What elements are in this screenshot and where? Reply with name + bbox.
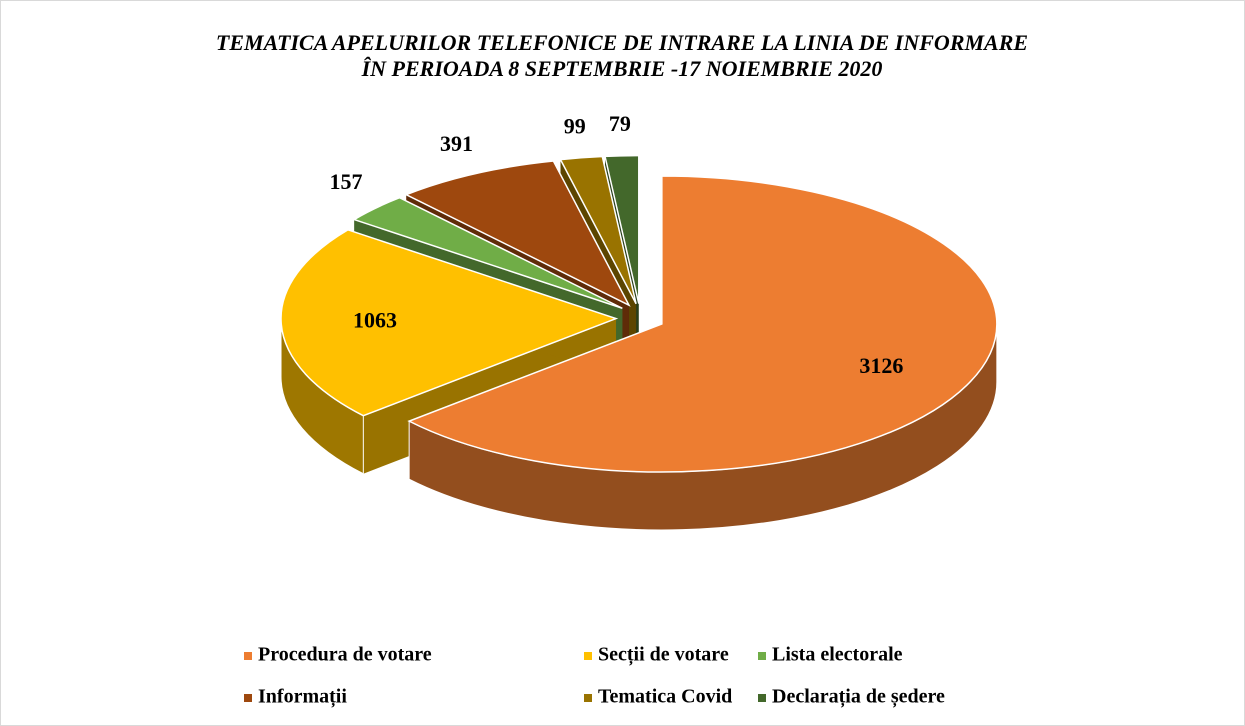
legend-swatch	[584, 652, 592, 660]
legend-swatch	[244, 652, 252, 660]
slice-top	[407, 175, 998, 473]
slice-top	[280, 229, 619, 417]
slice-top	[604, 154, 640, 304]
pie-slice	[407, 175, 998, 531]
legend-label: Lista electorale	[772, 644, 903, 666]
legend-label: Secții de votare	[598, 644, 729, 667]
slice-top	[404, 160, 631, 307]
legend-swatch	[244, 694, 252, 702]
legend-swatch	[758, 652, 766, 660]
data-label: 3126	[859, 353, 903, 378]
legend-label: Informații	[258, 686, 347, 709]
slice-top	[352, 196, 623, 309]
legend-swatch	[758, 694, 766, 702]
data-label: 99	[564, 113, 586, 138]
legend-label: Declarația de ședere	[772, 686, 945, 709]
legend-label: Tematica Covid	[598, 686, 732, 708]
legend-swatch	[584, 694, 592, 702]
data-label: 391	[440, 131, 473, 156]
chart-title: TEMATICA APELURILOR TELEFONICE DE INTRAR…	[215, 30, 1029, 81]
data-label: 79	[609, 111, 631, 136]
data-label: 1063	[353, 307, 397, 332]
legend-label: Procedura de votare	[258, 644, 432, 666]
data-label: 157	[330, 169, 363, 194]
slice-top	[559, 155, 637, 305]
